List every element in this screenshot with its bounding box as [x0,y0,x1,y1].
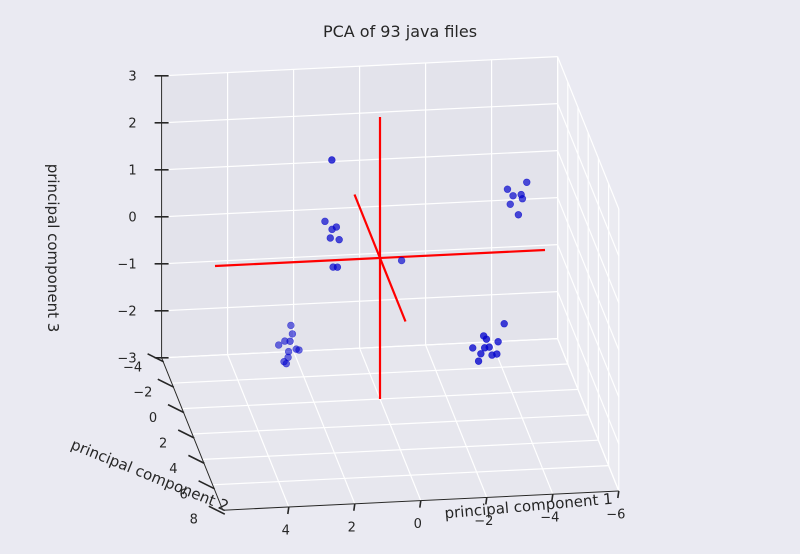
data-point [284,347,293,356]
y-tick [177,429,195,439]
y-tick [188,454,205,465]
data-point [332,223,341,231]
chart-title: PCA of 93 java files [323,22,477,41]
data-point [514,211,523,219]
z-tick-label: 3 [128,69,136,84]
back-grid-line [161,338,558,359]
data-point [469,344,477,352]
x-tick-label: 4 [282,524,290,539]
back-grid-line [161,291,558,312]
y-tick-label: 6 [179,487,187,502]
y-tick-label: 0 [149,411,157,426]
x-tick-label: −6 [606,508,625,523]
data-point [474,357,483,365]
data-point [321,217,329,226]
side-grid-line [557,103,620,257]
side-grid-line [557,56,620,210]
data-point [500,320,508,328]
x-tick [551,494,554,502]
data-point [479,332,488,340]
data-point [280,357,288,366]
y-tick-label: 4 [169,462,177,477]
x-tick-label: 2 [348,520,356,535]
data-point [493,350,501,358]
y-tick-label: −4 [123,360,142,375]
back-grid-line [161,244,558,265]
y-tick [157,378,175,388]
side-grid-line [557,197,620,351]
data-point [503,185,512,193]
floor-grid-line [171,363,568,384]
x-tick [419,500,422,508]
data-point [287,321,295,330]
z-tick-label: −1 [117,257,136,272]
data-point [335,235,343,244]
back-grid-line [161,56,558,77]
data-point [506,200,514,208]
data-point [274,341,283,349]
floor-grid-line [212,465,609,486]
data-point [328,156,336,164]
x-tick [485,497,488,505]
y-tick [167,403,185,414]
x-tick-label: −4 [540,511,559,526]
data-point [494,338,502,346]
data-point [509,192,517,200]
z-tick-label: 2 [128,116,136,131]
y-tick-label: 8 [190,513,198,528]
x-tick-label: −2 [474,514,493,529]
floor-grid-line [202,439,599,460]
data-point [477,350,485,358]
data-point [480,344,489,352]
data-point [288,330,297,338]
data-point [333,263,342,271]
data-point [517,190,525,199]
x-tick [617,490,620,499]
z-axis-label: principal component 3 [44,164,62,333]
data-point [286,337,294,345]
y-tick [198,480,215,490]
x-tick [353,503,356,511]
data-points [274,156,531,368]
data-point [292,345,300,353]
y-tick [208,505,226,515]
y-axis-line [161,357,224,511]
z-tick-label: −3 [117,351,136,366]
back-grid-line [161,150,558,171]
data-point [523,178,531,187]
x-tick [287,506,290,515]
data-point [397,256,406,265]
back-grid-line [161,103,558,124]
side-grid-line [557,244,620,398]
floor-grid-line [192,414,589,435]
y-tick-label: 2 [159,437,167,452]
data-point [326,234,334,242]
reference-axes [214,117,546,399]
side-grid-line [557,338,620,492]
z-tick-label: 0 [128,210,136,225]
side-grid-line [557,150,620,304]
x-tick-label: 0 [414,517,422,532]
y-tick-label: −2 [133,386,152,401]
z-tick-label: 1 [128,163,136,178]
side-grid-line [557,291,620,445]
z-tick-label: −2 [117,304,136,319]
